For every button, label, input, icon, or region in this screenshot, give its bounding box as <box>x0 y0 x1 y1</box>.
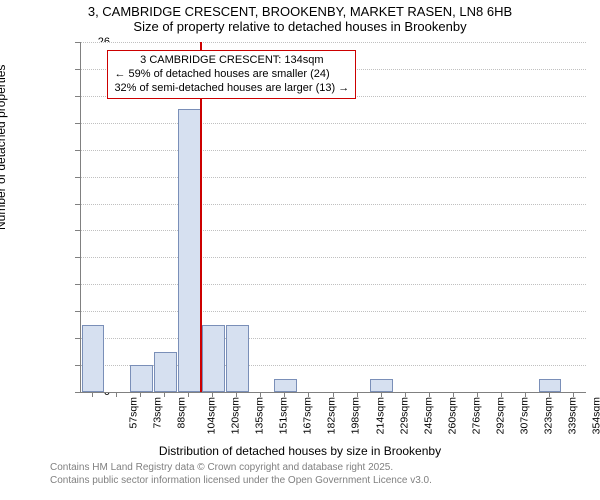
bar <box>154 352 177 392</box>
x-tick-label: 104sqm <box>206 397 218 434</box>
x-tick-mark <box>212 392 213 397</box>
x-tick-label: 88sqm <box>176 397 188 429</box>
x-tick-mark <box>477 392 478 397</box>
gridline <box>81 311 586 312</box>
bar <box>130 365 153 392</box>
x-tick-label: 323sqm <box>542 397 554 434</box>
credit-line: Contains public sector information licen… <box>50 475 432 488</box>
x-tick-mark <box>92 392 93 397</box>
x-tick-label: 198sqm <box>350 397 362 434</box>
bar <box>539 379 562 392</box>
x-tick-label: 182sqm <box>326 397 338 434</box>
x-tick-mark <box>453 392 454 397</box>
x-tick-mark <box>164 392 165 397</box>
x-tick-mark <box>260 392 261 397</box>
x-tick-label: 292sqm <box>494 397 506 434</box>
page-title: 3, CAMBRIDGE CRESCENT, BROOKENBY, MARKET… <box>0 0 600 19</box>
annotation-line: 32% of semi-detached houses are larger (… <box>114 82 349 96</box>
x-tick-mark <box>525 392 526 397</box>
gridline <box>81 42 586 43</box>
x-tick-mark <box>357 392 358 397</box>
x-tick-mark <box>381 392 382 397</box>
gridline <box>81 338 586 339</box>
x-tick-label: 151sqm <box>278 397 290 434</box>
annotation-line: 3 CAMBRIDGE CRESCENT: 134sqm <box>114 54 349 68</box>
x-tick-mark <box>284 392 285 397</box>
x-tick-label: 307sqm <box>518 397 530 434</box>
credit-line: Contains HM Land Registry data © Crown c… <box>50 462 432 475</box>
y-axis-label: Number of detached properties <box>0 65 8 230</box>
gridline <box>81 284 586 285</box>
x-tick-label: 120sqm <box>230 397 242 434</box>
credits: Contains HM Land Registry data © Crown c… <box>50 462 432 487</box>
x-tick-label: 73sqm <box>152 397 164 429</box>
annotation-line: ← 59% of detached houses are smaller (24… <box>114 68 349 82</box>
x-tick-mark <box>236 392 237 397</box>
x-tick-mark <box>501 392 502 397</box>
x-tick-label: 229sqm <box>398 397 410 434</box>
gridline <box>81 150 586 151</box>
bar <box>202 325 225 392</box>
bar <box>226 325 249 392</box>
x-tick-label: 135sqm <box>254 397 266 434</box>
plot-area: 3 CAMBRIDGE CRESCENT: 134sqm← 59% of det… <box>80 42 586 393</box>
gridline <box>81 123 586 124</box>
gridline <box>81 177 586 178</box>
x-tick-label: 167sqm <box>302 397 314 434</box>
x-tick-mark <box>405 392 406 397</box>
x-tick-mark <box>308 392 309 397</box>
gridline <box>81 230 586 231</box>
gridline <box>81 204 586 205</box>
annotation-box: 3 CAMBRIDGE CRESCENT: 134sqm← 59% of det… <box>107 50 356 99</box>
x-tick-label: 339sqm <box>566 397 578 434</box>
x-tick-label: 276sqm <box>470 397 482 434</box>
page-subtitle: Size of property relative to detached ho… <box>0 19 600 34</box>
x-tick-label: 57sqm <box>128 397 140 429</box>
x-tick-mark <box>116 392 117 397</box>
chart-container: 02468101214161820222426 3 CAMBRIDGE CRES… <box>45 42 585 432</box>
bar <box>274 379 297 392</box>
x-axis-label: Distribution of detached houses by size … <box>0 444 600 458</box>
x-tick-mark <box>429 392 430 397</box>
x-tick-mark <box>333 392 334 397</box>
bar <box>370 379 393 392</box>
bar <box>178 109 201 392</box>
x-tick-label: 214sqm <box>374 397 386 434</box>
x-tick-label: 354sqm <box>590 397 600 434</box>
x-tick-label: 260sqm <box>446 397 458 434</box>
bar <box>82 325 105 392</box>
x-tick-label: 245sqm <box>422 397 434 434</box>
x-tick-mark <box>549 392 550 397</box>
x-tick-mark <box>573 392 574 397</box>
x-tick-mark <box>188 392 189 397</box>
gridline <box>81 257 586 258</box>
x-tick-mark <box>140 392 141 397</box>
